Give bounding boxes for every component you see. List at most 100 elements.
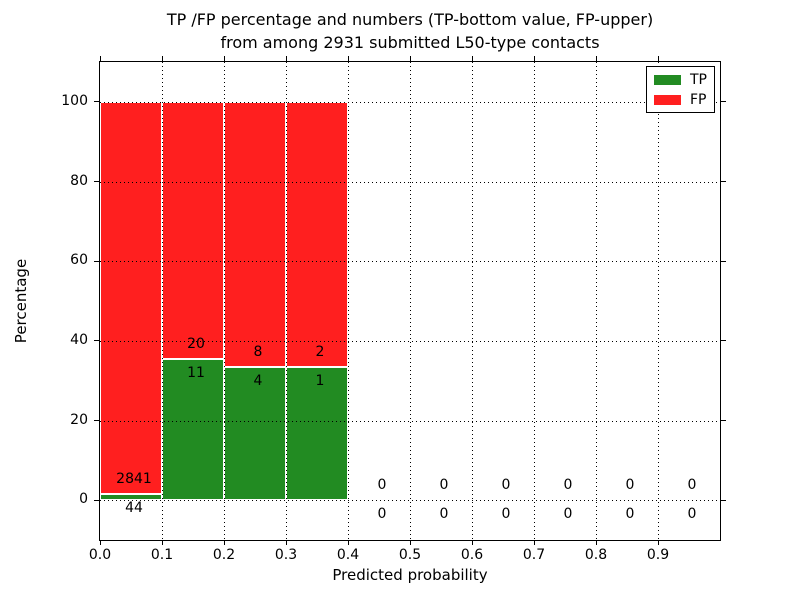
fp-count-label: 8: [253, 344, 263, 361]
tp-count-label: 4: [253, 373, 263, 390]
y-tick-right: [721, 260, 726, 262]
y-tick-right: [721, 340, 726, 342]
x-tick-label: 0.7: [522, 547, 546, 563]
x-tick-bottom: [347, 540, 349, 545]
y-axis-label: Percentage: [12, 258, 30, 344]
gridline-vertical: [596, 62, 597, 540]
x-tick-bottom: [657, 540, 659, 545]
y-tick-right: [721, 101, 726, 103]
x-tick-top: [657, 56, 659, 61]
x-tick-label: 0.6: [460, 547, 484, 563]
bars-layer: [100, 62, 720, 540]
x-tick-bottom: [161, 540, 163, 545]
y-tick-left: [94, 181, 99, 182]
y-tick-label: 60: [70, 252, 88, 269]
x-tick-label: 0.9: [646, 547, 670, 563]
gridline-vertical: [162, 62, 163, 540]
x-tick-top: [471, 56, 473, 61]
fp-count-label: 0: [501, 477, 511, 494]
x-tick-bottom: [409, 540, 411, 545]
legend-label-tp: TP: [690, 71, 707, 88]
y-tick-left: [94, 499, 99, 501]
y-tick-label: 100: [61, 92, 88, 109]
chart-title-line1: TP /FP percentage and numbers (TP-bottom…: [166, 10, 654, 29]
tp-count-label: 1: [315, 373, 325, 390]
tp-count-label: 0: [625, 506, 635, 523]
fp-count-label: 20: [187, 335, 205, 352]
x-tick-bottom: [595, 540, 597, 545]
x-tick-top: [223, 56, 225, 61]
bar-segment-fp: [286, 101, 348, 368]
y-tick-right: [721, 181, 726, 182]
chart-title: TP /FP percentage and numbers (TP-bottom…: [100, 8, 720, 54]
legend-item-tp: TP: [654, 73, 707, 87]
gridline-vertical: [534, 62, 535, 540]
x-tick-bottom: [99, 540, 101, 545]
x-tick-bottom: [533, 540, 535, 545]
x-tick-label: 0.5: [398, 547, 422, 563]
tp-count-label: 0: [377, 506, 387, 523]
bar-segment-fp: [100, 101, 162, 495]
fp-count-label: 0: [439, 477, 449, 494]
axis-ticks-layer: 0.0 0.1 0.2 0.3 0.4 0.5 0.6 0.7 0.8 0.9 0 20 40 60 80 1…: [61, 56, 726, 563]
tp-count-label: 44: [125, 500, 143, 517]
tp-count-label: 0: [501, 506, 511, 523]
bar-segment-fp: [224, 101, 286, 368]
x-tick-top: [347, 56, 349, 61]
tp-count-label: 0: [687, 506, 697, 523]
y-tick-right: [721, 499, 726, 501]
fp-count-label: 0: [625, 477, 635, 494]
legend-label-fp: FP: [690, 91, 707, 108]
x-tick-label: 0.2: [212, 547, 236, 563]
x-tick-top: [409, 56, 411, 61]
fp-count-label: 2841: [116, 471, 152, 488]
bar-segment-tp: [224, 367, 286, 501]
x-tick-top: [161, 56, 163, 61]
legend-item-fp: FP: [654, 93, 707, 107]
fp-count-label: 0: [687, 477, 697, 494]
x-tick-top: [285, 56, 287, 61]
plot-area: 2841 44 20 11 8 4 2 1 0 0 0 0 0 0 0 0 0 0 0 0 0.0 0.1 0.2 0.3 0…: [61, 56, 726, 563]
gridline-vertical: [286, 62, 287, 540]
x-tick-label: 0.0: [88, 547, 112, 563]
y-tick-left: [94, 101, 99, 103]
y-tick-left: [94, 260, 99, 262]
gridline-vertical: [224, 62, 225, 540]
x-tick-label: 0.4: [336, 547, 360, 563]
tp-swatch: [654, 74, 681, 85]
value-labels-layer: 2841 44 20 11 8 4 2 1 0 0 0 0 0 0 0 0 0 0 0 0: [100, 62, 720, 540]
tp-count-label: 11: [187, 364, 205, 381]
tp-count-label: 0: [439, 506, 449, 523]
fp-count-label: 0: [563, 477, 573, 494]
y-tick-label: 0: [79, 491, 88, 508]
x-tick-top: [99, 56, 101, 61]
x-tick-label: 0.8: [584, 547, 608, 563]
y-tick-label: 20: [70, 411, 88, 428]
bar-segment-tp: [100, 494, 162, 501]
y-tick-right: [721, 420, 726, 421]
fp-count-label: 0: [377, 477, 387, 494]
x-tick-label: 0.1: [150, 547, 174, 563]
gridline-vertical: [658, 62, 659, 540]
bar-segment-tp: [286, 367, 348, 501]
tp-count-label: 0: [563, 506, 573, 523]
y-tick-label: 80: [70, 172, 88, 189]
y-tick-left: [94, 420, 99, 421]
x-tick-top: [595, 56, 597, 61]
x-tick-bottom: [223, 540, 225, 545]
y-tick-left: [94, 340, 99, 342]
x-axis-label: Predicted probability: [332, 566, 488, 584]
chart-title-line2: from among 2931 submitted L50-type conta…: [220, 33, 600, 52]
gridline-vertical: [410, 62, 411, 540]
fp-swatch: [654, 94, 681, 105]
y-tick-label: 40: [70, 331, 88, 348]
grid-layer: [100, 62, 720, 540]
bar-segment-fp: [162, 101, 224, 359]
gridline-vertical: [472, 62, 473, 540]
gridline-vertical: [348, 62, 349, 540]
x-tick-bottom: [285, 540, 287, 545]
legend: TP FP: [646, 66, 715, 113]
x-tick-label: 0.3: [274, 547, 298, 563]
x-tick-bottom: [471, 540, 473, 545]
